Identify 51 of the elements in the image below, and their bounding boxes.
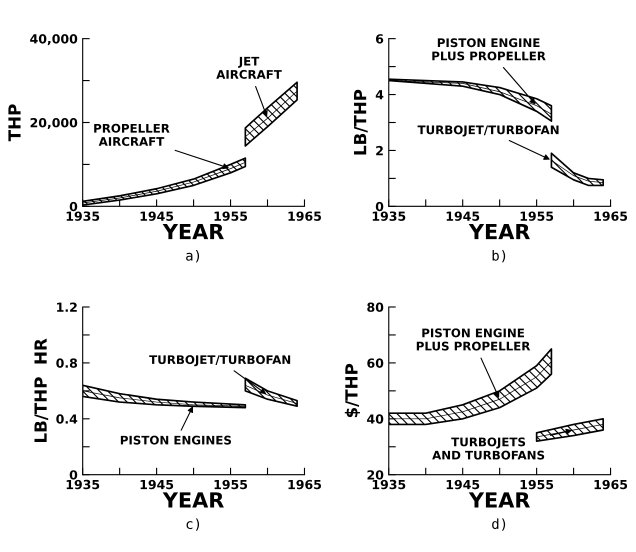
x-tick-label: 1955 — [520, 480, 554, 490]
y-tick-label: 0 — [376, 202, 384, 212]
y-tick-label: 80 — [367, 302, 384, 312]
x-tick-label: 1935 — [66, 480, 100, 490]
x-tick-label: 1965 — [288, 480, 321, 490]
series-label: TURBOJETS AND TURBOFANS — [432, 437, 544, 460]
series-label: JET AIRCRAFT — [216, 56, 282, 79]
legend-label: PISTON ENGINES — [120, 436, 232, 445]
y-tick-label: 4 — [376, 90, 384, 100]
x-tick-label: 1965 — [594, 211, 628, 221]
x-axis-title: YEAR — [162, 224, 224, 240]
text: c) — [186, 518, 200, 531]
text: d) — [492, 518, 506, 531]
y-axis-title: LB/THP — [354, 90, 368, 154]
x-tick-label: 1945 — [446, 211, 480, 221]
y-tick-label: 20,000 — [30, 118, 78, 130]
x-axis-title: YEAR — [468, 492, 530, 508]
y-axis-title: THP — [8, 104, 21, 142]
text: TURBOJET/TURBOFAN — [418, 125, 559, 137]
x-tick-label: 1955 — [520, 211, 554, 221]
x-tick-label: 1945 — [140, 211, 174, 221]
x-tick-label: 1965 — [594, 480, 628, 490]
y-tick-label: 2 — [376, 146, 383, 156]
series-label: PISTON ENGINE PLUS PROPELLER — [432, 38, 546, 60]
x-tick-label: 1935 — [372, 211, 406, 221]
x-tick-label: 1955 — [214, 480, 248, 490]
y-tick-label: 40 — [367, 414, 384, 424]
x-tick-label: 1945 — [446, 480, 480, 490]
x-tick-label: 1965 — [288, 211, 321, 221]
y-tick-label: 20 — [367, 470, 384, 480]
y-tick-label: 0.8 — [56, 358, 78, 368]
y-tick-label: 0 — [70, 470, 78, 480]
text: b) — [492, 250, 506, 262]
text: a) — [186, 250, 200, 262]
x-axis-title: YEAR — [162, 492, 224, 508]
text: PROPELLER AIRCRAFT — [94, 124, 170, 146]
y-tick-label: 1.2 — [57, 302, 77, 312]
text: TURBOJET/TURBOFAN — [149, 355, 290, 366]
series-label: PISTON ENGINE PLUS PROPELLER — [416, 328, 530, 351]
y-tick-label: 60 — [367, 358, 384, 368]
y-tick-label: 0 — [70, 202, 78, 212]
y-tick-label: 0.4 — [56, 414, 78, 424]
y-tick-label: 6 — [376, 34, 384, 44]
y-axis-title: LB/THP HR — [34, 338, 48, 442]
x-tick-label: 1955 — [214, 211, 248, 221]
x-axis-title: YEAR — [468, 224, 530, 240]
y-tick-label: 40,000 — [30, 34, 78, 46]
x-tick-label: 1935 — [372, 480, 406, 490]
y-axis-title: $/THP — [344, 364, 360, 418]
x-tick-label: 1945 — [140, 480, 174, 490]
x-tick-label: 1935 — [66, 211, 100, 221]
